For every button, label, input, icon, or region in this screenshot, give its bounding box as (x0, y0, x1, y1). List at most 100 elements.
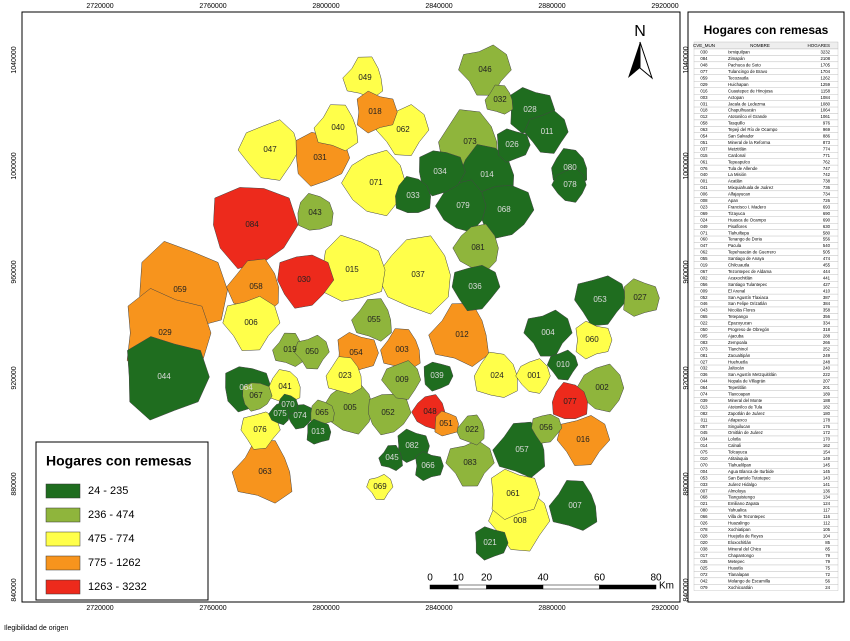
table-row (693, 100, 839, 108)
table-cell: Mineral del Chico (728, 546, 762, 551)
table-cell: Agua Blanca de Iturbide (728, 469, 774, 474)
table-row (693, 287, 839, 295)
table-cell: 189 (823, 392, 831, 397)
municipality (551, 167, 587, 203)
table-cell: 188 (823, 398, 831, 403)
table-cell: Progreso de Obregón (728, 327, 770, 332)
table-cell: San Agustín Metzquititlán (728, 372, 777, 377)
table-row (693, 480, 839, 488)
table-cell: 050 (700, 327, 708, 332)
scale-segment (599, 584, 657, 590)
north-label: N (634, 23, 646, 40)
table-cell: Tepeji del Río de Ocampo (728, 127, 778, 132)
municipality-code: 031 (313, 153, 327, 162)
table-cell: El Arenal (728, 288, 745, 293)
table-cell: 011 (701, 417, 708, 422)
municipality (366, 474, 394, 500)
table-cell: 024 (700, 217, 708, 222)
table-row (693, 210, 839, 217)
table-cell: 017 (700, 553, 708, 558)
table-column-header: NOMBRE (750, 43, 770, 48)
table-cell: Chapantongo (728, 553, 754, 558)
table-cell: 028 (700, 533, 708, 538)
municipality (548, 480, 598, 531)
municipality-code: 016 (576, 435, 590, 444)
table-cell: Metepec (728, 559, 745, 564)
municipality-code: 051 (439, 419, 453, 428)
table-row (693, 164, 839, 172)
table-cell: 036 (700, 372, 708, 377)
x-coord-label: 2720000 (86, 3, 113, 10)
municipality (341, 149, 406, 217)
municipality (272, 332, 305, 367)
municipality (277, 254, 335, 309)
table-cell: 176 (823, 424, 831, 429)
table-cell: 976 (823, 121, 831, 126)
table-cell: Santiago Tulantepec (728, 282, 768, 287)
table-cell: 079 (700, 585, 708, 590)
y-coord-label: 840000 (11, 578, 18, 601)
table-row (693, 339, 839, 346)
table-cell: 082 (700, 411, 708, 416)
table-row (693, 493, 839, 501)
municipality (313, 104, 359, 152)
table-cell: 56 (825, 579, 830, 584)
table-cell: 075 (700, 450, 708, 455)
scale-label: 60 (594, 573, 606, 584)
table-row (693, 551, 839, 559)
municipality-code: 052 (381, 408, 395, 417)
scale-label: 80 (650, 573, 662, 584)
table-cell: Francisco I. Madero (728, 204, 767, 209)
table-cell: 1259 (820, 82, 830, 87)
municipality-code: 010 (556, 360, 570, 369)
table-row (693, 242, 839, 250)
municipality (546, 349, 579, 381)
table-row (693, 435, 839, 443)
table-row (693, 203, 839, 211)
table-cell: Cardonal (728, 153, 745, 158)
table-cell: 006 (700, 192, 708, 197)
table-cell: 2108 (820, 56, 830, 61)
municipality-code: 080 (563, 163, 577, 172)
table-cell: 071 (700, 230, 708, 235)
municipality-code: 077 (563, 397, 577, 406)
municipality-code: 039 (430, 371, 444, 380)
table-cell: Mineral de la Reforma (728, 140, 771, 145)
municipality-code: 062 (396, 125, 410, 134)
table-cell: 021 (700, 501, 708, 506)
table-row (693, 216, 839, 224)
municipality-code: 033 (406, 191, 420, 200)
table-cell: 690 (823, 217, 831, 222)
municipality-code: 057 (515, 445, 529, 454)
municipality (491, 468, 541, 520)
table-cell: San Bartolo Tutotepec (728, 475, 771, 480)
municipality-code: 064 (239, 383, 253, 392)
table-row (693, 461, 839, 469)
scale-label: 10 (453, 573, 465, 584)
table-row (693, 364, 839, 372)
table-row (693, 235, 839, 243)
x-coord-label: 2880000 (538, 605, 565, 612)
municipality (515, 358, 551, 394)
table-cell: 003 (700, 95, 708, 100)
municipality-code: 074 (293, 411, 307, 420)
municipality-code: 055 (367, 315, 381, 324)
y-coord-label: 960000 (11, 260, 18, 283)
municipality-code: 019 (283, 345, 297, 354)
municipality (310, 399, 335, 425)
table-cell: Jaltocán (728, 366, 745, 371)
municipality-code: 008 (513, 516, 527, 525)
municipality-code: 012 (455, 330, 469, 339)
table-cell: 266 (823, 340, 831, 345)
municipality (325, 356, 362, 395)
table-cell: 410 (823, 288, 831, 293)
y-coord-label: 920000 (683, 366, 690, 389)
municipality-code: 043 (308, 208, 322, 217)
table-cell: San Agustín Tlaxiaca (728, 295, 769, 300)
table: CVE_MUN NOMBRE HOGARES 030 Ixmiquilpan 3232 08… (693, 41, 839, 591)
table-cell: 055 (700, 256, 708, 261)
table-row (693, 403, 839, 411)
footer: Ilegibilidad de origen (4, 625, 68, 632)
table-cell: 067 (700, 269, 708, 274)
table-cell: 738 (823, 179, 831, 184)
